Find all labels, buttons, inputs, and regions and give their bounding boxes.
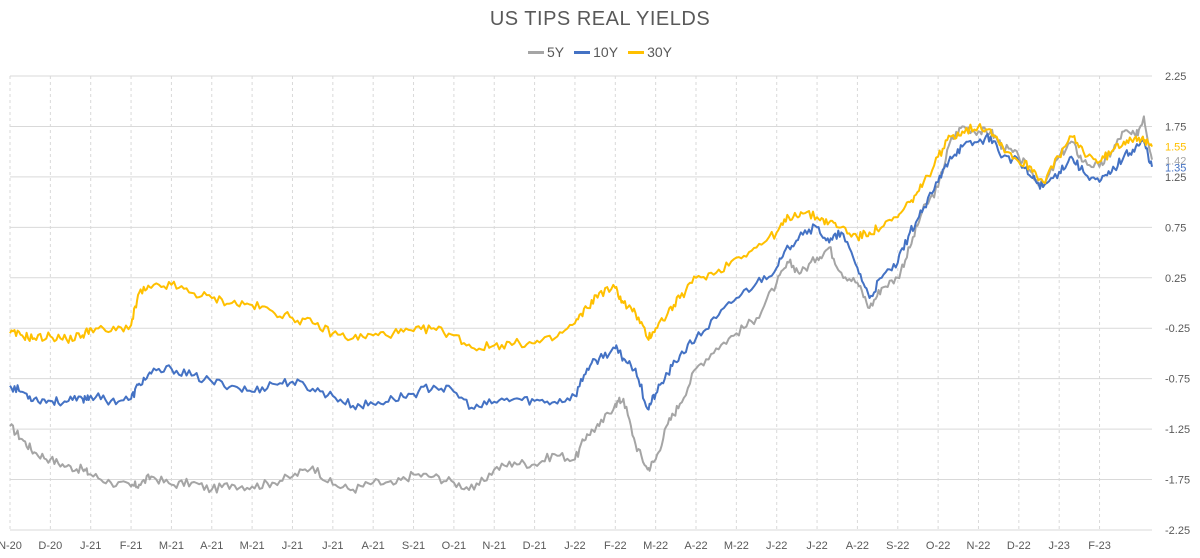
x-tick-label: J-22 bbox=[806, 540, 827, 552]
series-end-label-10y: 1.35 bbox=[1165, 163, 1186, 175]
x-tick-label: J-22 bbox=[564, 540, 585, 552]
x-tick-label: O-21 bbox=[442, 540, 466, 552]
legend-swatch-30y bbox=[628, 50, 645, 54]
legend-item-5y: 5Y bbox=[528, 44, 564, 60]
x-tick-label: M-22 bbox=[643, 540, 668, 552]
legend-item-10y: 10Y bbox=[574, 44, 618, 60]
legend-label-5y: 5Y bbox=[547, 44, 565, 60]
x-tick-label: J-21 bbox=[80, 540, 101, 552]
chart-title: US TIPS REAL YIELDS bbox=[489, 8, 711, 30]
series-line-5y bbox=[9, 115, 1153, 494]
y-tick-label: 1.25 bbox=[1165, 172, 1186, 184]
series-end-label-30y: 1.55 bbox=[1165, 142, 1186, 154]
x-tick-label: D-21 bbox=[523, 540, 547, 552]
x-tick-label: O-22 bbox=[926, 540, 950, 552]
y-tick-label: 0.75 bbox=[1165, 222, 1186, 234]
x-tick-label: A-22 bbox=[846, 540, 869, 552]
legend-label-10y: 10Y bbox=[593, 44, 619, 60]
x-tick-label: A-21 bbox=[362, 540, 385, 552]
x-tick-label: F-21 bbox=[120, 540, 143, 552]
legend-item-30y: 30Y bbox=[628, 44, 672, 60]
y-tick-label: 0.25 bbox=[1165, 273, 1186, 285]
x-tick-label: D-20 bbox=[38, 540, 62, 552]
legend-swatch-10y bbox=[574, 50, 591, 54]
x-tick-label: S-22 bbox=[886, 540, 909, 552]
x-tick-label: N-20 bbox=[0, 540, 22, 552]
series-line-30y bbox=[9, 123, 1153, 352]
x-tick-label: J-21 bbox=[282, 540, 303, 552]
x-tick-label: F-22 bbox=[604, 540, 627, 552]
x-tick-label: J-21 bbox=[322, 540, 343, 552]
x-tick-label: N-22 bbox=[967, 540, 991, 552]
legend-swatch-5y bbox=[528, 50, 545, 54]
x-tick-label: F-23 bbox=[1088, 540, 1111, 552]
legend-label-30y: 30Y bbox=[647, 44, 672, 60]
x-tick-label: A-21 bbox=[200, 540, 223, 552]
series-line-10y bbox=[9, 133, 1153, 411]
x-tick-label: M-21 bbox=[240, 540, 265, 552]
y-tick-label: -0.25 bbox=[1165, 323, 1190, 335]
y-tick-label: 1.75 bbox=[1165, 121, 1186, 133]
y-tick-label: -2.25 bbox=[1165, 525, 1190, 537]
x-tick-label: M-21 bbox=[159, 540, 184, 552]
x-tick-label: D-22 bbox=[1007, 540, 1031, 552]
y-tick-label: -1.75 bbox=[1165, 475, 1190, 487]
y-tick-label: -1.25 bbox=[1165, 424, 1190, 436]
series-end-label-5y: 1.42 bbox=[1165, 156, 1186, 168]
y-tick-label: -0.75 bbox=[1165, 374, 1190, 386]
x-tick-label: J-23 bbox=[1048, 540, 1069, 552]
x-tick-label: S-21 bbox=[402, 540, 425, 552]
x-tick-label: N-21 bbox=[482, 540, 506, 552]
y-tick-label: 2.25 bbox=[1165, 71, 1186, 83]
x-tick-label: J-22 bbox=[766, 540, 787, 552]
legend: 5Y 10Y 30Y bbox=[0, 44, 1200, 60]
x-tick-label: A-22 bbox=[684, 540, 707, 552]
x-tick-label: M-22 bbox=[724, 540, 749, 552]
